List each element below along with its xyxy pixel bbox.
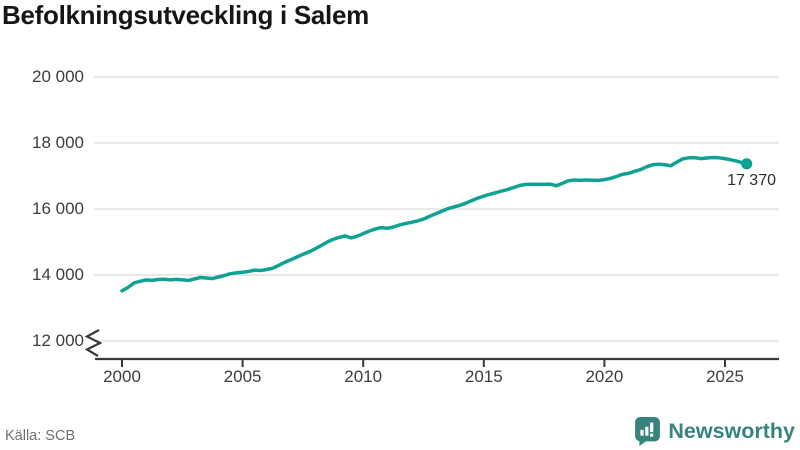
x-axis-tick-label: 2025 bbox=[706, 367, 744, 386]
y-axis-break-icon bbox=[84, 329, 103, 357]
x-axis-tick-label: 2005 bbox=[223, 367, 262, 386]
source-caption: Källa: SCB bbox=[5, 428, 76, 444]
chart-title: Befolkningsutveckling i Salem bbox=[2, 0, 369, 30]
last-value-label: 17 370 bbox=[727, 172, 776, 189]
x-axis-tick-label: 2000 bbox=[103, 367, 141, 386]
x-axis-tick-label: 2020 bbox=[585, 367, 624, 386]
x-axis-tick-label: 2010 bbox=[344, 367, 383, 386]
y-axis-tick-label: 14 000 bbox=[32, 265, 84, 284]
newsworthy-logo: Newsworthy bbox=[635, 415, 795, 447]
newsworthy-logo-icon bbox=[635, 416, 661, 446]
y-axis-tick-label: 20 000 bbox=[32, 67, 84, 86]
y-axis-tick-label: 18 000 bbox=[32, 133, 84, 152]
newsworthy-logo-text: Newsworthy bbox=[668, 419, 795, 443]
series-end-dot bbox=[741, 158, 753, 170]
population-series-line bbox=[120, 155, 749, 293]
y-axis-tick-label: 16 000 bbox=[32, 199, 84, 218]
x-axis-tick-label: 2015 bbox=[464, 367, 503, 386]
y-axis-tick-label: 12 000 bbox=[32, 331, 84, 350]
